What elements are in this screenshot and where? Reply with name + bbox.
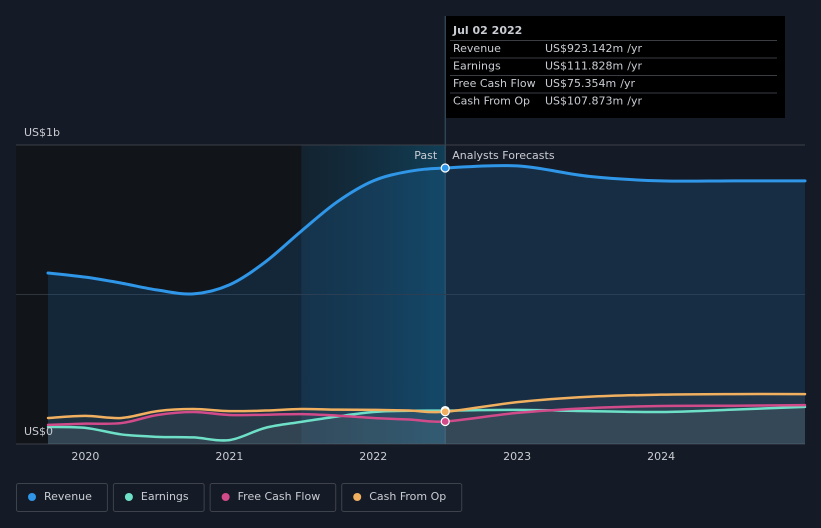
series-line: [46, 164, 807, 296]
tooltip-name: Cash From Op: [453, 95, 530, 108]
point-marker: [440, 416, 450, 427]
tooltip-value: US$75.354m: [545, 77, 616, 90]
series-area: [48, 165, 805, 444]
legend-label: Cash From Op: [369, 490, 446, 503]
legend-label: Earnings: [141, 490, 189, 503]
tooltip-unit: /yr: [627, 42, 642, 55]
legend-label: Revenue: [44, 490, 92, 503]
legend-item: [209, 483, 337, 512]
legend-swatch: [353, 493, 362, 501]
legend-label: Free Cash Flow: [238, 490, 321, 503]
tooltip-value: US$107.873m: [545, 95, 623, 108]
legend-swatch: [124, 493, 133, 501]
x-tick-label: 2024: [647, 450, 675, 463]
tooltip-name: Revenue: [453, 42, 501, 55]
tooltip-value: US$923.142m: [545, 42, 623, 55]
legend-item: [341, 483, 463, 512]
tooltip-value: US$111.828m: [545, 60, 623, 73]
tooltip-date: Jul 02 2022: [452, 24, 522, 37]
x-tick-label: 2021: [215, 450, 243, 463]
past-label: Past: [414, 149, 438, 162]
point-marker: [440, 407, 450, 417]
legend-item: [112, 483, 205, 512]
tooltip-unit: /yr: [627, 60, 642, 73]
legend-swatch: [221, 493, 230, 501]
x-tick-label: 2023: [503, 450, 531, 463]
legend-item: [16, 483, 108, 512]
tooltip-unit: /yr: [620, 77, 635, 90]
tooltip-name: Free Cash Flow: [453, 77, 536, 90]
y-tick-label: US$1b: [24, 126, 60, 139]
x-tick-label: 2020: [71, 450, 99, 463]
series-area: [48, 406, 805, 444]
point-marker: [440, 163, 450, 173]
x-tick-label: 2022: [359, 450, 387, 463]
series-line: [46, 403, 807, 427]
forecast-label: Analysts Forecasts: [452, 149, 555, 162]
tooltip-unit: /yr: [627, 95, 642, 108]
series-line: [46, 392, 807, 420]
tooltip-box: [446, 16, 785, 118]
series-area: [48, 405, 805, 444]
tooltip-name: Earnings: [453, 60, 501, 73]
y-tick-label: US$0: [24, 425, 53, 438]
legend-swatch: [28, 493, 36, 501]
